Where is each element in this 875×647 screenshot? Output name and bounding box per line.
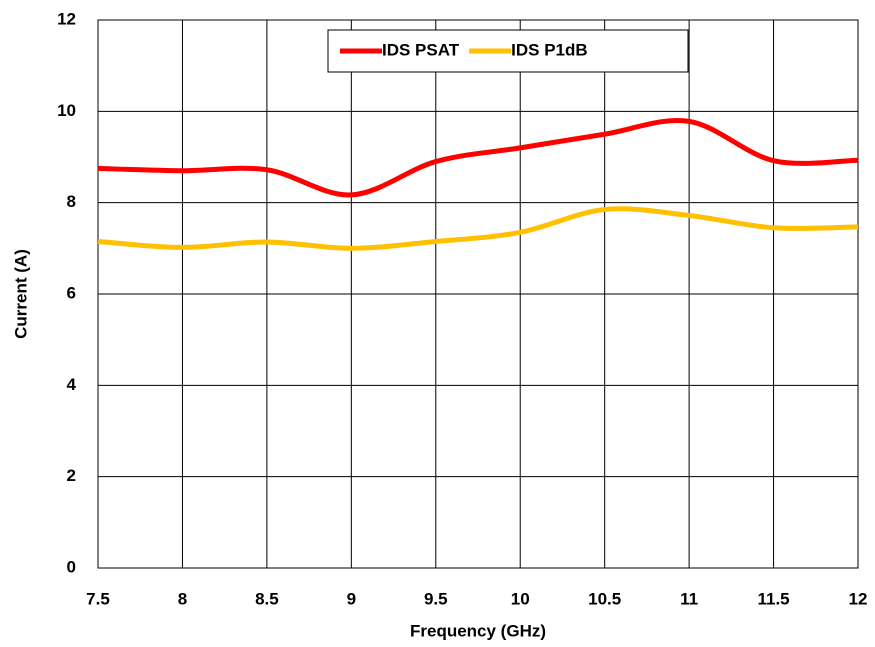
x-axis-label: Frequency (GHz) xyxy=(410,621,546,640)
legend-label: IDS P1dB xyxy=(511,40,588,59)
y-axis-label: Current (A) xyxy=(11,249,30,339)
x-tick-label: 9 xyxy=(347,589,356,608)
x-tick-label: 11.5 xyxy=(757,589,789,608)
y-tick-label: 0 xyxy=(67,557,76,576)
x-tick-label: 8 xyxy=(178,589,187,608)
y-tick-label: 12 xyxy=(57,9,76,28)
legend-label: IDS PSAT xyxy=(382,40,460,59)
plot-border xyxy=(97,19,859,569)
y-tick-label: 4 xyxy=(67,375,77,394)
y-tick-label: 6 xyxy=(67,283,76,302)
x-tick-label: 8.5 xyxy=(255,589,279,608)
x-tick-label: 10.5 xyxy=(588,589,621,608)
x-tick-label: 11 xyxy=(680,589,698,608)
y-tick-label: 2 xyxy=(67,466,76,485)
series-line xyxy=(97,206,859,251)
y-tick-label: 8 xyxy=(67,192,76,211)
x-tick-label: 9.5 xyxy=(424,589,448,608)
x-tick-label: 7.5 xyxy=(86,589,110,608)
y-tick-label: 10 xyxy=(57,101,76,120)
x-tick-label: 12 xyxy=(849,589,868,608)
x-tick-label: 10 xyxy=(511,589,530,608)
series-line xyxy=(97,118,859,198)
